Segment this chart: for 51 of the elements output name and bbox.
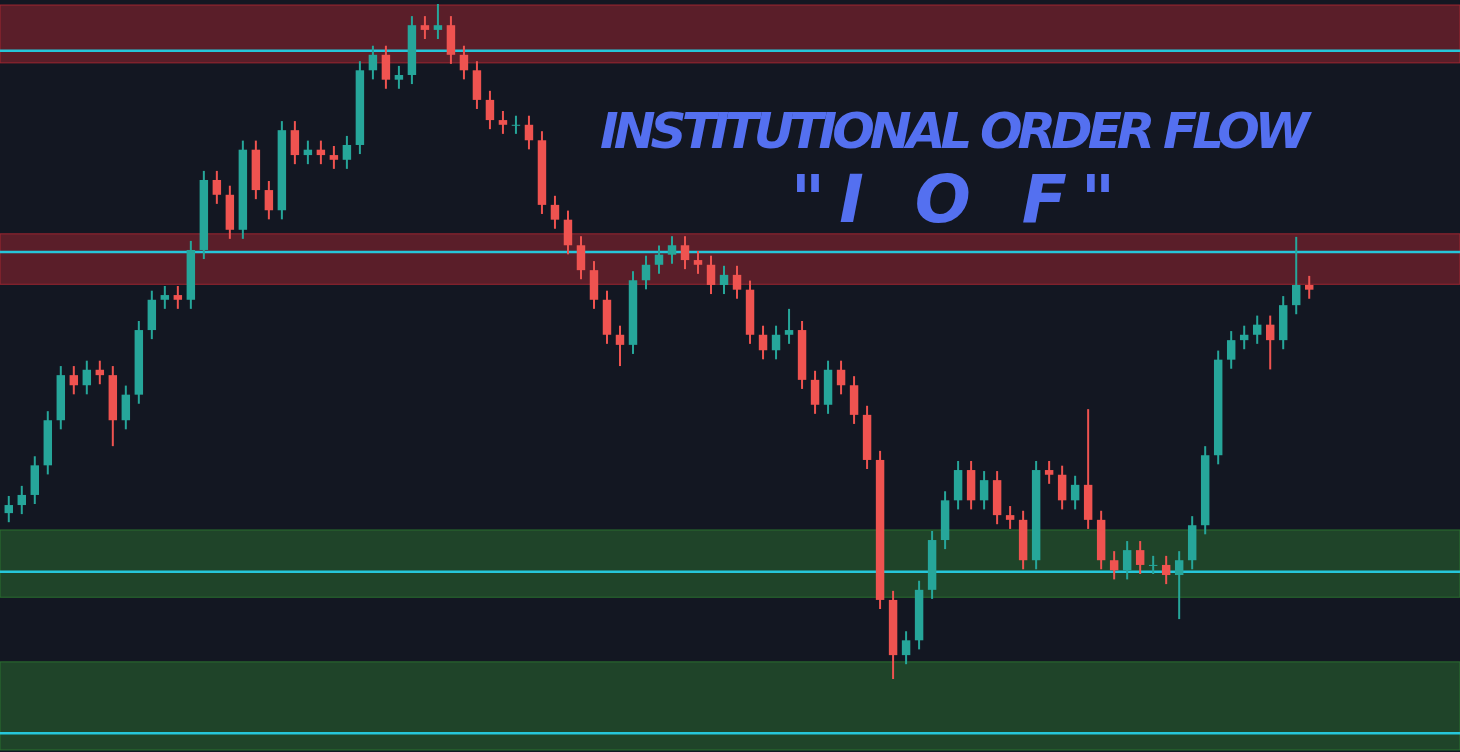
candlestick	[368, 45, 378, 80]
candlestick	[485, 90, 495, 130]
candlestick	[1109, 551, 1119, 580]
candlestick	[836, 360, 846, 395]
candlestick	[420, 16, 430, 39]
candlestick	[1161, 555, 1171, 585]
candlestick	[667, 236, 677, 264]
candlestick	[459, 45, 469, 80]
candlestick	[693, 250, 703, 274]
candlestick	[394, 65, 404, 89]
candlestick	[498, 111, 508, 134]
candlestick	[680, 236, 690, 270]
candlestick	[1252, 315, 1262, 344]
candlestick	[82, 360, 92, 395]
candlestick	[550, 195, 560, 229]
candlestick	[1174, 551, 1184, 620]
candlestick	[706, 255, 716, 295]
candlestick	[758, 325, 768, 360]
candlestick	[1265, 315, 1275, 370]
candlestick	[511, 115, 521, 134]
candlestick	[1135, 541, 1145, 575]
candlestick	[1291, 236, 1301, 315]
candlestick	[173, 285, 183, 309]
candlestick	[212, 170, 222, 204]
candlestick	[901, 631, 911, 665]
candlestick	[160, 285, 170, 309]
candlestick	[264, 181, 274, 220]
candlestick	[1305, 275, 1314, 299]
candlestick	[433, 4, 443, 39]
candlestick	[1070, 475, 1080, 510]
candlestick	[1044, 460, 1054, 484]
candlestick	[784, 308, 794, 344]
candlestick	[615, 325, 625, 367]
candlestick	[1122, 541, 1132, 580]
candlestick	[342, 135, 352, 169]
candlestick	[4, 495, 13, 523]
text: "I O F"	[790, 161, 1130, 238]
candlestick	[524, 115, 534, 150]
text: INSTITUTIONAL ORDER FLOW	[600, 102, 1313, 160]
candlestick	[979, 471, 989, 510]
candlestick	[69, 366, 79, 395]
candlestick	[17, 485, 27, 515]
candlestick	[641, 255, 651, 290]
candlestick	[1005, 506, 1015, 529]
candlestick	[732, 265, 742, 299]
candlestick	[654, 245, 664, 274]
candlestick	[1148, 555, 1158, 575]
candlestick	[771, 325, 781, 360]
candlestick	[1226, 331, 1236, 369]
candlestick	[719, 265, 729, 295]
candlestick	[329, 146, 339, 169]
